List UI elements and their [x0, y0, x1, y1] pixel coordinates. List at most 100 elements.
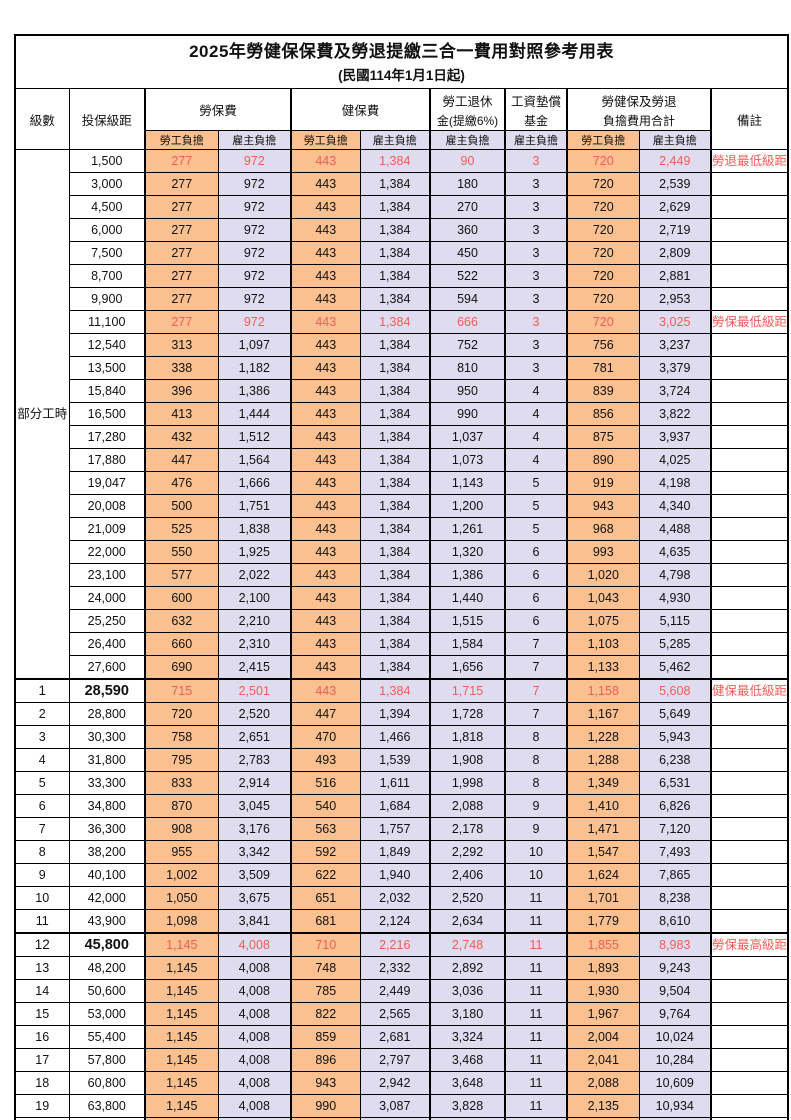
value-cell: 1,384: [359, 655, 431, 680]
table-row: 9,900 277 972 443 1,384 594 3 720 2,953: [15, 287, 789, 311]
table-row: 14 50,600 1,145 4,008 785 2,449 3,036 11 1,930 9,…: [14, 979, 789, 1003]
bracket-cell: 11,100: [68, 310, 146, 334]
table-row: 3,000 277 972 443 1,384 180 3 720 2,539: [15, 172, 789, 196]
level-cell: 3: [14, 725, 70, 749]
bracket-cell: 17,280: [68, 425, 146, 449]
value-cell: 1,384: [359, 241, 431, 265]
value-cell: 1,930: [566, 979, 640, 1003]
value-cell: 1,728: [429, 702, 506, 726]
value-cell: 972: [217, 241, 292, 265]
value-cell: 919: [566, 471, 640, 495]
level-cell: 17: [14, 1048, 70, 1072]
bracket-cell: 53,000: [68, 1002, 146, 1026]
value-cell: 4,025: [638, 448, 712, 472]
value-cell: 1,145: [144, 1071, 219, 1095]
value-cell: 3,324: [429, 1025, 506, 1049]
value-cell: 681: [290, 909, 361, 934]
value-cell: 1,384: [359, 471, 431, 495]
value-cell: 2,748: [429, 932, 506, 957]
value-cell: 443: [290, 310, 361, 334]
value-cell: 1,145: [144, 1002, 219, 1026]
header-row-groups-line2: 金(提繳6%) 基金 負擔費用合計: [15, 111, 788, 131]
value-cell: 822: [290, 1002, 361, 1026]
remark-cell: [709, 609, 789, 633]
col-header-level: 級數: [14, 88, 70, 150]
value-cell: 1,611: [359, 771, 431, 795]
value-cell: 1,564: [217, 448, 292, 472]
value-cell: 3: [504, 218, 568, 242]
value-cell: 6: [504, 540, 568, 564]
value-cell: 4,008: [217, 979, 292, 1003]
value-cell: 3,342: [217, 840, 292, 864]
value-cell: 9,764: [638, 1002, 712, 1026]
table-row: 6 34,800 870 3,045 540 1,684 2,088 9 1,410 6,826: [14, 794, 789, 818]
bracket-cell: 60,800: [68, 1071, 146, 1095]
value-cell: 4,798: [638, 563, 712, 587]
value-cell: 516: [290, 771, 361, 795]
remark-cell: [709, 702, 789, 726]
remark-cell: [709, 956, 789, 980]
value-cell: 2,914: [217, 771, 292, 795]
value-cell: 7,120: [638, 817, 712, 841]
table-row: 3 30,300 758 2,651 470 1,466 1,818 8 1,228 5,943: [14, 725, 789, 749]
value-cell: 443: [290, 517, 361, 541]
value-cell: 2,449: [359, 979, 431, 1003]
table-row: 26,400 660 2,310 443 1,384 1,584 7 1,103 5,285: [15, 632, 789, 656]
value-cell: 955: [144, 840, 219, 864]
bracket-cell: 15,840: [68, 379, 146, 403]
table-row: 部分工時 1,500 277 972 443 1,384 90 3 720 2,449 勞退最低級距: [14, 149, 789, 680]
remark-cell: [709, 563, 789, 587]
remark-cell: [709, 817, 789, 841]
table-row: 13,500 338 1,182 443 1,384 810 3 781 3,379: [15, 356, 789, 380]
value-cell: 1,701: [566, 886, 640, 910]
value-cell: 1,384: [359, 494, 431, 518]
remark-cell: [709, 402, 789, 426]
col-header-total-line1: 勞健保及勞退: [566, 88, 712, 111]
value-cell: 972: [217, 310, 292, 334]
value-cell: 972: [217, 218, 292, 242]
value-cell: 2,719: [638, 218, 712, 242]
value-cell: 10: [504, 863, 568, 887]
value-cell: 2,310: [217, 632, 292, 656]
value-cell: 443: [290, 678, 361, 703]
value-cell: 990: [290, 1094, 361, 1118]
value-cell: 3: [504, 195, 568, 219]
value-cell: 4,340: [638, 494, 712, 518]
remark-cell: 健保最低級距: [709, 678, 789, 703]
value-cell: 1,384: [359, 379, 431, 403]
level-cell: 6: [14, 794, 70, 818]
value-cell: 3,180: [429, 1002, 506, 1026]
value-cell: 4,488: [638, 517, 712, 541]
value-cell: 3,675: [217, 886, 292, 910]
value-cell: 8: [504, 771, 568, 795]
value-cell: 2,032: [359, 886, 431, 910]
header-row-shares: 勞工負擔 雇主負擔 勞工負擔 雇主負擔 雇主負擔 雇主負擔 勞工負擔 雇主負擔: [15, 130, 788, 150]
bracket-cell: 28,800: [68, 702, 146, 726]
value-cell: 972: [217, 195, 292, 219]
table-row: 7,500 277 972 443 1,384 450 3 720 2,809: [15, 241, 789, 265]
level-cell: 2: [14, 702, 70, 726]
value-cell: 756: [566, 333, 640, 357]
bracket-cell: 3,000: [68, 172, 146, 196]
page-title: 2025年勞健保保費及勞退提繳三合一費用對照參考用表: [189, 42, 614, 61]
value-cell: 563: [290, 817, 361, 841]
value-cell: 720: [566, 264, 640, 288]
remark-cell: [709, 632, 789, 656]
subheader-labor-employer: 雇主負擔: [217, 130, 292, 150]
value-cell: 5,115: [638, 609, 712, 633]
level-cell: 16: [14, 1025, 70, 1049]
value-cell: 1,145: [144, 1025, 219, 1049]
remark-cell: [709, 909, 789, 934]
value-cell: 890: [566, 448, 640, 472]
value-cell: 972: [217, 172, 292, 196]
value-cell: 720: [566, 218, 640, 242]
value-cell: 1,145: [144, 932, 219, 957]
table-row: 27,600 690 2,415 443 1,384 1,656 7 1,133 5,462: [15, 655, 789, 680]
remark-cell: [709, 586, 789, 610]
value-cell: 277: [144, 172, 219, 196]
value-cell: 522: [429, 264, 506, 288]
value-cell: 859: [290, 1025, 361, 1049]
value-cell: 2,124: [359, 909, 431, 934]
value-cell: 3,087: [359, 1094, 431, 1118]
level-cell: 1: [14, 678, 70, 703]
